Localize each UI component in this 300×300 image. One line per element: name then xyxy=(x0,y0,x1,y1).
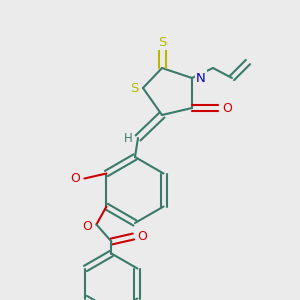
Text: O: O xyxy=(82,220,92,233)
Text: O: O xyxy=(222,101,232,115)
Text: O: O xyxy=(70,172,80,185)
Text: H: H xyxy=(124,131,132,145)
Text: S: S xyxy=(158,35,166,49)
Text: N: N xyxy=(196,71,206,85)
Text: O: O xyxy=(137,230,147,243)
Text: S: S xyxy=(130,82,138,94)
